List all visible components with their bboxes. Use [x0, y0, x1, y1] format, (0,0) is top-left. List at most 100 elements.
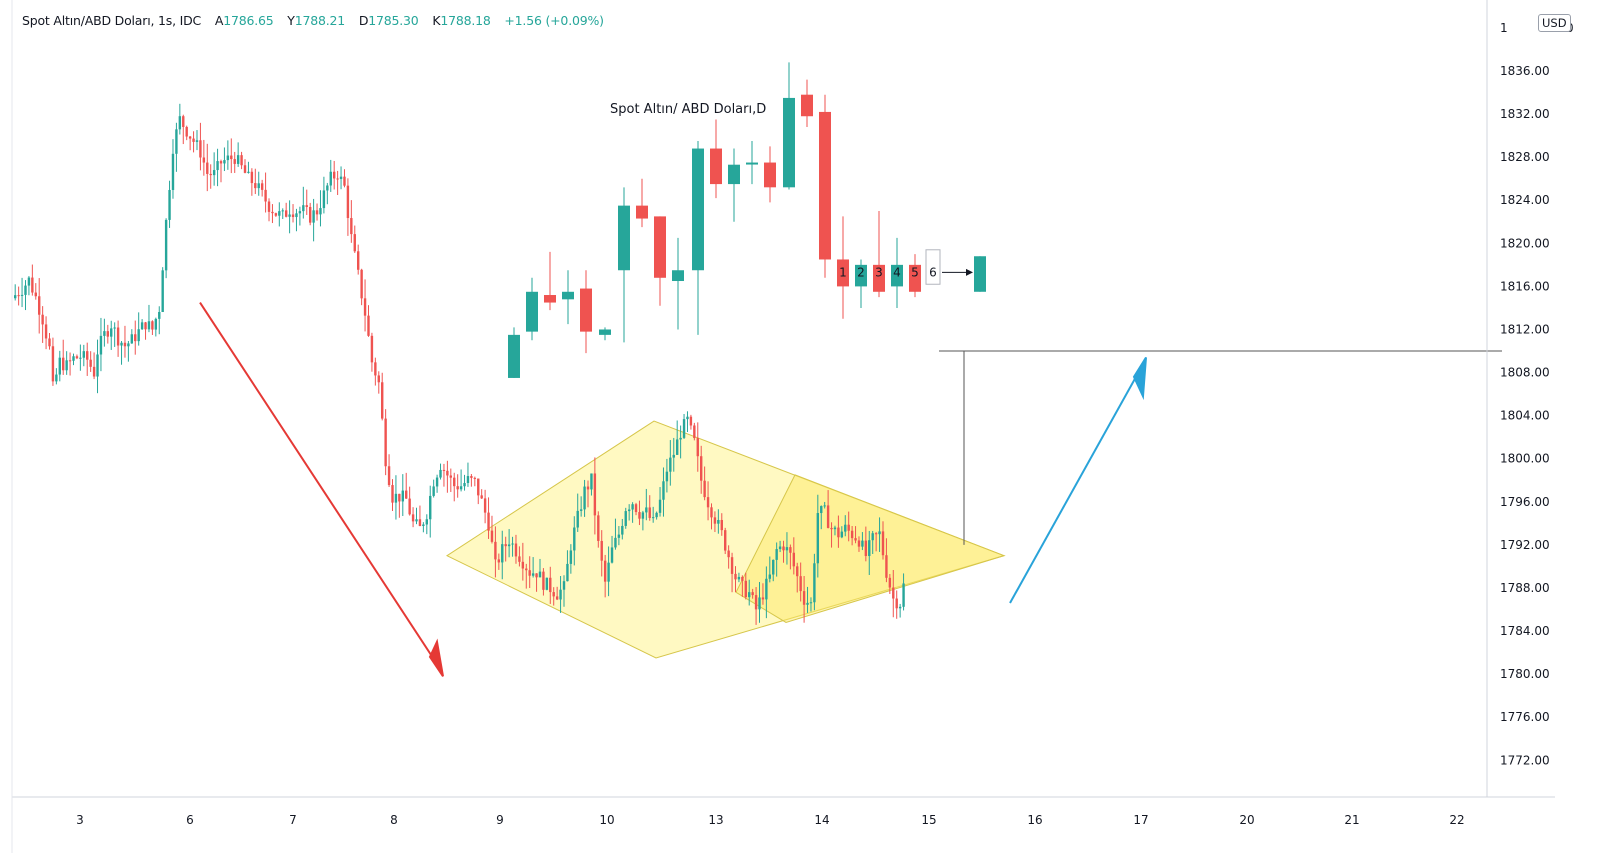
hourly-candle-body	[813, 563, 816, 603]
hourly-candle-body	[525, 568, 528, 571]
hourly-candle-body	[14, 295, 17, 299]
hourly-candle-body	[562, 581, 566, 590]
candle-number-label: 6	[929, 265, 937, 279]
x-tick-label: 15	[921, 813, 936, 827]
currency-badge[interactable]: USD	[1538, 14, 1571, 32]
hourly-candle-body	[689, 416, 693, 426]
hourly-candle-body	[809, 602, 813, 604]
candle-number-label: 2	[857, 265, 865, 279]
low-label: D	[358, 13, 369, 28]
hourly-candle-body	[326, 185, 329, 191]
hourly-candle-body	[398, 493, 401, 502]
hourly-candle-body	[425, 519, 428, 525]
hourly-candle-body	[435, 477, 439, 487]
hourly-candle-body	[727, 550, 730, 558]
hourly-candle-body	[631, 504, 634, 510]
hourly-candle-body	[250, 171, 254, 184]
hourly-candle-body	[651, 517, 655, 519]
hourly-candle-body	[432, 486, 435, 496]
hourly-candle-body	[675, 439, 679, 455]
hourly-candle-body	[802, 591, 806, 605]
hourly-candle-body	[583, 486, 586, 510]
hourly-candle-body	[103, 331, 106, 336]
hourly-candle-body	[754, 595, 758, 610]
hourly-candles	[14, 103, 905, 625]
x-tick-label: 14	[814, 813, 829, 827]
hourly-candle-body	[603, 560, 607, 582]
hourly-candle-body	[593, 473, 597, 516]
hourly-candle-body	[885, 555, 888, 578]
hourly-candle-body	[768, 574, 771, 579]
hourly-candle-body	[353, 234, 356, 252]
daily-candle-body	[672, 270, 684, 282]
hourly-candle-body	[254, 183, 257, 189]
hourly-candle-body	[195, 140, 199, 142]
hourly-candle-body	[847, 524, 850, 531]
hourly-candle-body	[679, 437, 682, 440]
hourly-candle-body	[902, 583, 905, 607]
hourly-candle-body	[182, 116, 185, 127]
daily-candle-body	[891, 264, 903, 287]
hourly-candle-body	[871, 533, 874, 541]
hourly-candle-body	[453, 477, 456, 487]
hourly-candle-body	[459, 486, 463, 490]
hourly-candle-body	[700, 456, 703, 481]
hourly-candle-body	[566, 563, 569, 582]
hourly-candle-body	[31, 277, 34, 293]
hourly-candle-body	[641, 512, 645, 519]
hourly-candle-body	[442, 469, 446, 471]
hourly-candle-body	[826, 505, 830, 528]
daily-candle-body	[764, 162, 776, 188]
hourly-candle-body	[357, 251, 360, 270]
y-tick-label: 1780.00	[1500, 667, 1550, 681]
hourly-candle-body	[44, 324, 48, 339]
low-value: 1785.30	[368, 13, 419, 28]
hourly-candle-body	[881, 531, 885, 556]
hourly-candle-body	[552, 592, 555, 597]
hourly-candle-body	[312, 210, 315, 223]
hourly-candle-body	[127, 343, 130, 347]
hourly-candle-body	[665, 471, 669, 482]
change-value: +1.56 (+0.09%)	[504, 13, 604, 28]
annotations	[199, 302, 1502, 677]
x-tick-label: 3	[76, 813, 84, 827]
hourly-candle-body	[209, 173, 212, 176]
hourly-candle-body	[617, 534, 621, 538]
hourly-candle-body	[511, 543, 514, 545]
hourly-candle-body	[17, 295, 20, 297]
daily-candle-body	[692, 148, 704, 271]
hourly-candle-body	[223, 160, 226, 164]
hourly-candle-body	[267, 201, 271, 212]
hourly-candle-body	[751, 592, 754, 596]
hourly-candle-body	[82, 351, 85, 358]
hourly-candle-body	[137, 329, 140, 342]
hourly-candle-body	[99, 335, 103, 355]
hourly-candle-body	[449, 475, 453, 478]
y-tick-label: 1800.00	[1500, 452, 1550, 466]
daily-candle-body	[526, 291, 538, 332]
hourly-candle-body	[796, 566, 799, 577]
hourly-candle-body	[346, 185, 350, 219]
hourly-candle-body	[158, 312, 161, 319]
hourly-candle-body	[607, 562, 610, 582]
hourly-candle-body	[830, 527, 833, 530]
daily-candle-body	[819, 111, 831, 260]
daily-candle-body	[599, 329, 611, 335]
candle-number-label: 5	[911, 265, 919, 279]
y-tick-label: 1832.00	[1500, 107, 1550, 121]
hourly-candle-body	[339, 176, 343, 179]
up-arrowhead	[1132, 356, 1147, 401]
hourly-candle-body	[24, 285, 27, 295]
hourly-candle-body	[116, 327, 120, 346]
daily-candle-body	[562, 291, 574, 300]
hourly-candle-body	[41, 314, 44, 325]
y-tick-label: 1820.00	[1500, 236, 1550, 250]
hourly-candle-body	[597, 515, 600, 541]
hourly-candle-body	[72, 356, 75, 361]
hourly-candle-body	[278, 211, 281, 216]
hourly-candle-body	[686, 416, 689, 420]
hourly-candle-body	[682, 419, 686, 438]
